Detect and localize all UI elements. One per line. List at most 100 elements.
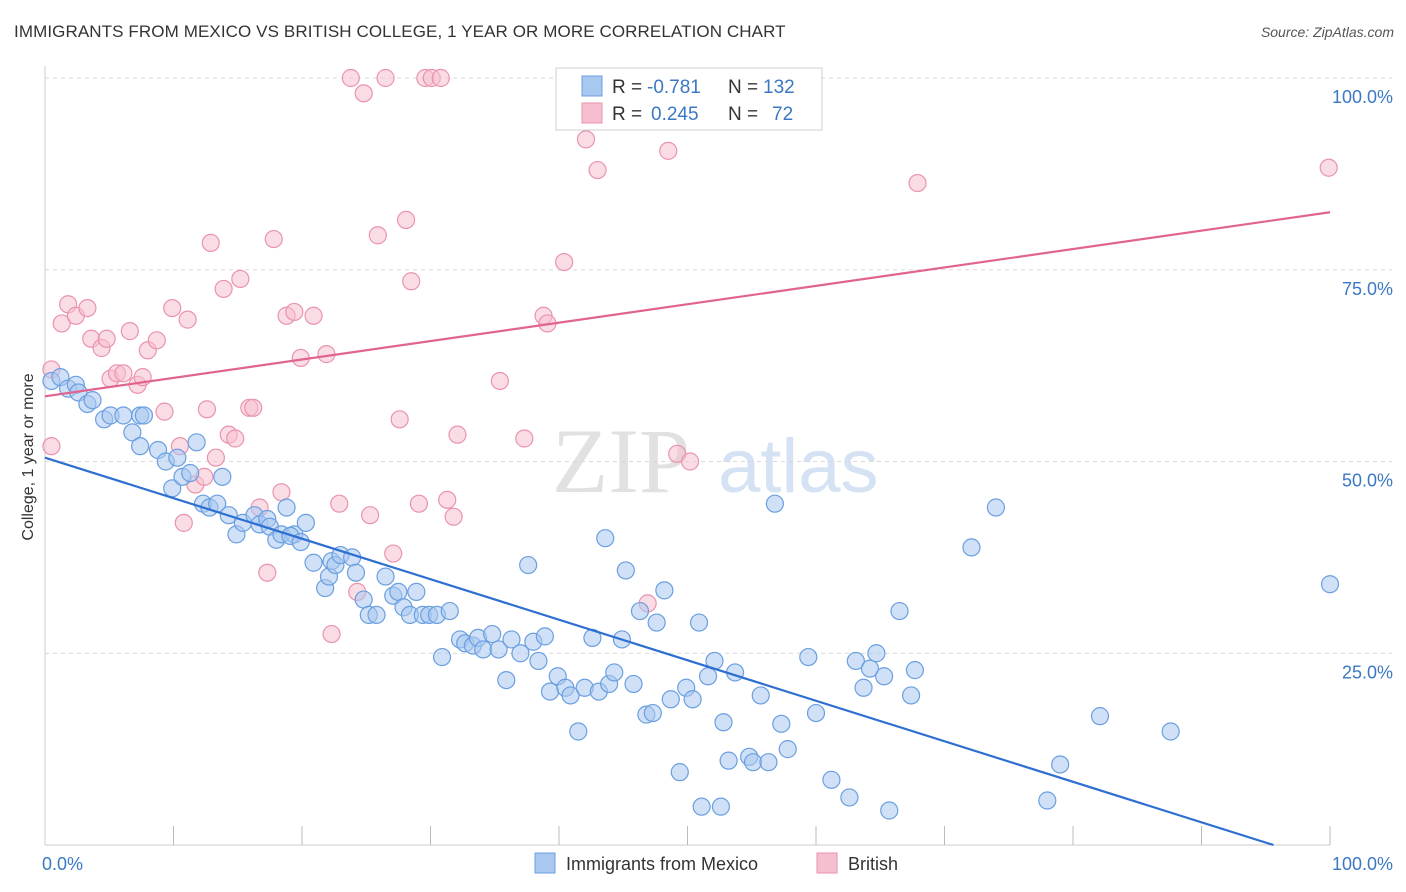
mexico-point-117	[846, 651, 865, 671]
mexico-point-52	[389, 582, 408, 601]
mexico-point-118	[854, 678, 873, 697]
watermark-atlas: atlas	[718, 424, 879, 509]
mexico-point-38	[296, 513, 315, 532]
gridlines	[45, 77, 1392, 654]
mexico-point-65	[474, 640, 493, 659]
mexico-point-94	[661, 690, 680, 709]
mexico-trendline	[44, 456, 1274, 847]
legend-n-value-british: 72	[772, 104, 793, 125]
legend-r-value-mexico: -0.781	[647, 77, 701, 98]
mexico-point-112	[778, 740, 797, 759]
mexico-point-69	[502, 630, 521, 649]
british-point-11	[114, 364, 133, 383]
chart-title: IMMIGRANTS FROM MEXICO VS BRITISH COLLEG…	[14, 22, 786, 41]
mexico-point-50	[376, 567, 395, 586]
british-point-34	[258, 563, 277, 582]
mexico-point-83	[596, 529, 615, 548]
mexico-point-60	[440, 601, 459, 621]
mexico-point-92	[647, 613, 666, 632]
british-point-36	[272, 483, 291, 502]
mexico-point-123	[890, 601, 909, 621]
mexico-point-102	[711, 797, 731, 816]
mexico-point-9	[114, 406, 133, 425]
mexico-point-131	[1161, 722, 1180, 741]
mexico-point-74	[535, 627, 554, 646]
british-point-60	[448, 425, 467, 444]
y-axis-label: College, 1 year or more	[20, 373, 37, 540]
mexico-point-100	[698, 667, 718, 686]
mexico-point-95	[670, 763, 689, 782]
british-point-58	[438, 490, 457, 509]
british-point-1	[42, 437, 61, 456]
y-tick-label-2: 75.0%	[1342, 279, 1393, 299]
mexico-point-97	[683, 690, 702, 709]
british-point-48	[368, 226, 387, 245]
british-point-51	[390, 410, 409, 429]
mexico-point-93	[655, 581, 674, 600]
mexico-point-116	[840, 788, 859, 807]
mexico-point-104	[719, 751, 738, 770]
mexico-point-128	[1038, 791, 1057, 810]
british-point-21	[178, 310, 197, 329]
mexico-point-115	[822, 770, 841, 789]
legend-n-label-mexico: N =	[728, 77, 758, 98]
mexico-point-24	[213, 467, 232, 486]
mexico-point-67	[489, 640, 508, 659]
mexico-point-126	[962, 538, 981, 557]
mexico-point-113	[799, 647, 818, 667]
mexico-point-98	[689, 613, 709, 632]
british-point-8	[97, 329, 116, 348]
mexico-point-119	[860, 659, 880, 678]
mexico-point-78	[561, 686, 580, 705]
british-point-5	[78, 299, 97, 318]
mexico-point-19	[181, 463, 200, 483]
mexico-point-91	[643, 703, 662, 723]
british-point-46	[354, 84, 373, 103]
mexico-point-108	[751, 686, 770, 705]
mexico-point-17	[168, 448, 187, 467]
legend-r-value-british: 0.245	[651, 104, 699, 125]
mexico-point-34	[277, 498, 296, 517]
mexico-point-39	[304, 553, 323, 572]
british-point-44	[341, 68, 360, 88]
mexico-point-68	[497, 670, 516, 690]
mexico-point-66	[483, 624, 502, 644]
bottom-legend-swatch-mexico	[534, 852, 556, 874]
mexico-point-49	[367, 605, 386, 625]
y-tick-label-1: 50.0%	[1342, 471, 1393, 491]
x-tick-label-0: 0.0%	[42, 854, 83, 874]
legend-n-value-mexico: 132	[763, 77, 795, 98]
british-point-73	[908, 173, 927, 193]
british-point-57	[431, 68, 450, 88]
mexico-point-107	[743, 753, 763, 772]
british-point-27	[214, 279, 233, 299]
british-point-67	[588, 160, 607, 180]
mexico-point-70	[511, 644, 530, 663]
mexico-point-13	[130, 437, 150, 456]
british-point-25	[201, 233, 220, 253]
mexico-point-75	[540, 682, 560, 701]
british-point-49	[376, 68, 395, 88]
british-point-32	[244, 398, 263, 417]
mexico-point-88	[624, 674, 643, 694]
british-point-12	[120, 322, 139, 341]
british-point-66	[576, 130, 596, 149]
mexico-point-10	[123, 423, 142, 442]
mexico-point-121	[875, 667, 894, 686]
british-point-2	[52, 314, 71, 333]
legend-swatch-british	[581, 102, 603, 124]
mexico-point-47	[354, 590, 373, 609]
british-point-69	[659, 141, 678, 160]
british-points	[42, 68, 1338, 644]
mexico-point-20	[187, 433, 206, 452]
y-tick-label-3: 100.0%	[1332, 87, 1393, 107]
british-point-62	[515, 429, 534, 448]
legend-n-label-british: N =	[728, 104, 758, 125]
mexico-point-99	[692, 797, 711, 816]
mexico-point-87	[616, 561, 635, 580]
mexico-point-120	[867, 644, 886, 663]
british-point-47	[361, 506, 380, 525]
british-point-35	[264, 229, 283, 249]
source-label: Source: ZipAtlas.com	[1260, 24, 1394, 40]
bottom-legend-swatch-british	[816, 852, 838, 874]
